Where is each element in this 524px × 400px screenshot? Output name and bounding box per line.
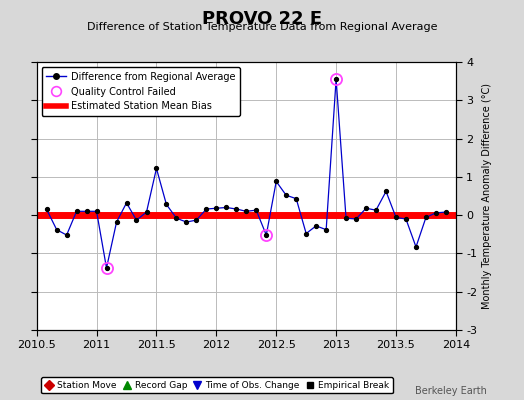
Legend: Station Move, Record Gap, Time of Obs. Change, Empirical Break: Station Move, Record Gap, Time of Obs. C… xyxy=(41,377,392,394)
Text: Difference of Station Temperature Data from Regional Average: Difference of Station Temperature Data f… xyxy=(87,22,437,32)
Y-axis label: Monthly Temperature Anomaly Difference (°C): Monthly Temperature Anomaly Difference (… xyxy=(482,83,492,309)
Text: PROVO 22 E: PROVO 22 E xyxy=(202,10,322,28)
Text: Berkeley Earth: Berkeley Earth xyxy=(416,386,487,396)
Legend: Difference from Regional Average, Quality Control Failed, Estimated Station Mean: Difference from Regional Average, Qualit… xyxy=(41,67,240,116)
